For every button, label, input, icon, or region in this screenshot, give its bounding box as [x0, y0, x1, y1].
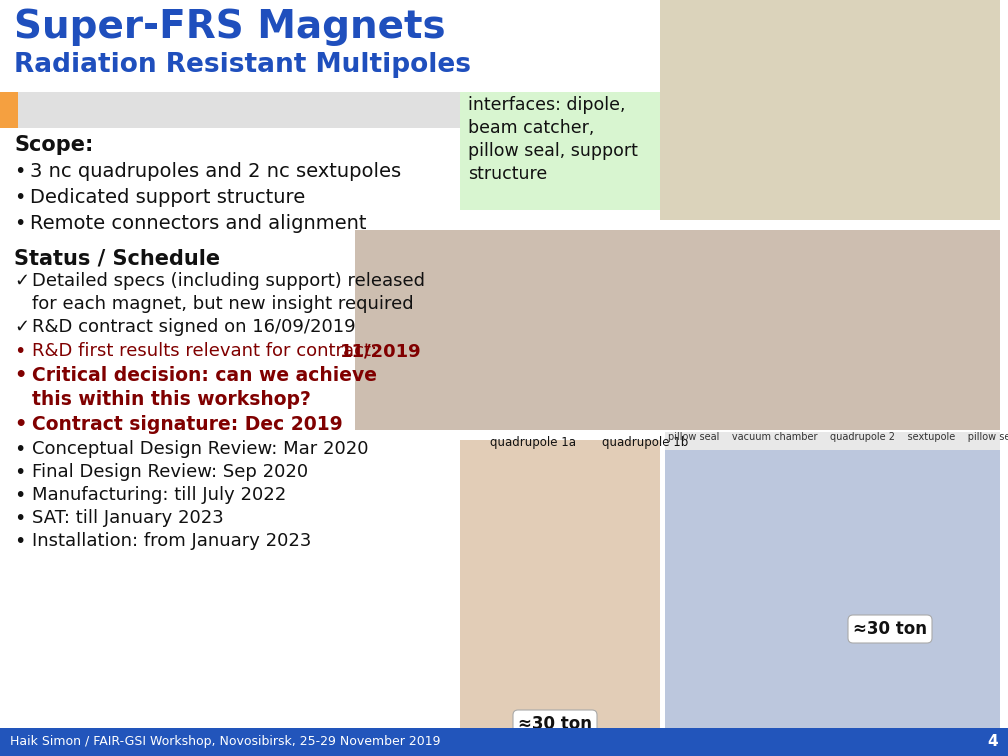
- Text: Super-FRS Magnets: Super-FRS Magnets: [14, 8, 446, 46]
- Text: Critical decision: can we achieve: Critical decision: can we achieve: [32, 366, 377, 385]
- Text: Dedicated support structure: Dedicated support structure: [30, 188, 305, 207]
- Text: R&D first results relevant for contract:: R&D first results relevant for contract:: [32, 342, 383, 360]
- Text: Scope:: Scope:: [14, 135, 94, 155]
- Bar: [665, 432, 1000, 450]
- Text: •: •: [14, 366, 26, 385]
- Text: •: •: [14, 532, 25, 551]
- Bar: [0, 92, 18, 128]
- Text: Installation: from January 2023: Installation: from January 2023: [32, 532, 311, 550]
- Text: •: •: [14, 162, 25, 181]
- Text: ≈30 ton: ≈30 ton: [853, 620, 927, 638]
- Text: •: •: [14, 440, 25, 459]
- Text: Status / Schedule: Status / Schedule: [14, 248, 220, 268]
- Text: •: •: [14, 188, 25, 207]
- Bar: [460, 440, 660, 728]
- Text: •: •: [14, 214, 25, 233]
- Text: Contract signature: Dec 2019: Contract signature: Dec 2019: [32, 415, 343, 434]
- Text: Detailed specs (including support) released: Detailed specs (including support) relea…: [32, 272, 425, 290]
- Text: ✓: ✓: [14, 318, 29, 336]
- Text: •: •: [14, 486, 25, 505]
- Text: this within this workshop?: this within this workshop?: [32, 390, 310, 409]
- Text: Haik Simon / FAIR-GSI Workshop, Novosibirsk, 25-29 November 2019: Haik Simon / FAIR-GSI Workshop, Novosibi…: [10, 736, 440, 748]
- Text: for each magnet, but new insight required: for each magnet, but new insight require…: [32, 295, 413, 313]
- Text: Final Design Review: Sep 2020: Final Design Review: Sep 2020: [32, 463, 308, 481]
- Text: quadrupole 1a: quadrupole 1a: [490, 436, 576, 449]
- Bar: [460, 92, 660, 210]
- Text: Remote connectors and alignment: Remote connectors and alignment: [30, 214, 367, 233]
- Text: Conceptual Design Review: Mar 2020: Conceptual Design Review: Mar 2020: [32, 440, 369, 458]
- Text: ✓: ✓: [14, 272, 29, 290]
- Text: R&D contract signed on 16/09/2019: R&D contract signed on 16/09/2019: [32, 318, 356, 336]
- Bar: [660, 0, 1000, 220]
- Text: quadrupole 1b: quadrupole 1b: [602, 436, 688, 449]
- Text: 4: 4: [988, 735, 998, 749]
- Bar: [18, 92, 463, 128]
- Text: SAT: till January 2023: SAT: till January 2023: [32, 509, 224, 527]
- Text: •: •: [14, 509, 25, 528]
- Text: interfaces: dipole,
beam catcher,
pillow seal, support
structure: interfaces: dipole, beam catcher, pillow…: [468, 96, 638, 183]
- Text: •: •: [14, 463, 25, 482]
- Text: •: •: [14, 342, 25, 361]
- Text: 11/2019: 11/2019: [340, 342, 421, 360]
- Text: Manufacturing: till July 2022: Manufacturing: till July 2022: [32, 486, 286, 504]
- Text: •: •: [14, 415, 26, 434]
- Bar: [355, 230, 1000, 430]
- Text: pillow seal    vacuum chamber    quadrupole 2    sextupole    pillow seal: pillow seal vacuum chamber quadrupole 2 …: [668, 432, 1008, 442]
- Bar: [665, 440, 1000, 728]
- Text: 3 nc quadrupoles and 2 nc sextupoles: 3 nc quadrupoles and 2 nc sextupoles: [30, 162, 401, 181]
- Text: ≈30 ton: ≈30 ton: [518, 715, 592, 733]
- Text: Radiation Resistant Multipoles: Radiation Resistant Multipoles: [14, 52, 471, 78]
- Bar: [0, 728, 1008, 756]
